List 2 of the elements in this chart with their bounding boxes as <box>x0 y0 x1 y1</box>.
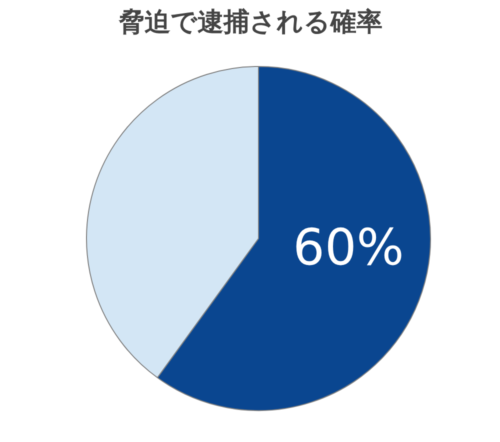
chart-title: 脅迫で逮捕される確率 <box>118 8 382 38</box>
data-label: 60% <box>292 218 404 277</box>
